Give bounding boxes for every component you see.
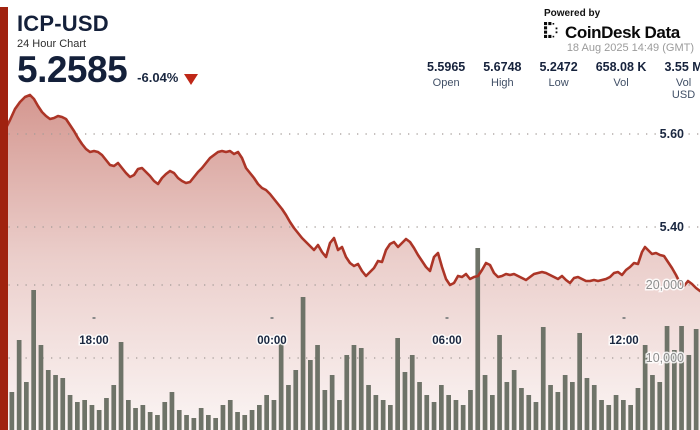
last-price: 5.2585 xyxy=(17,49,128,90)
stat-low-label: Low xyxy=(548,77,569,89)
stat-high: 5.6748 High xyxy=(474,60,530,101)
stat-vol-usd: 3.55 M Vol USD xyxy=(655,60,700,101)
ohlc-stats-row: 5.5965 Open 5.6748 High 5.2472 Low 658.0… xyxy=(418,60,700,101)
price-axis-tick: 5.40 xyxy=(660,220,684,234)
chart-header: ICP-USD 24 Hour Chart xyxy=(17,11,109,51)
branding-block: Powered by CoinDesk Data xyxy=(544,8,692,44)
time-axis-tick: 00:00 xyxy=(257,335,286,347)
chart-timestamp: 18 Aug 2025 14:49 (GMT) xyxy=(566,42,694,54)
stat-vol-label: Vol xyxy=(613,77,629,89)
powered-by-label: Powered by xyxy=(544,8,601,19)
stat-open: 5.5965 Open xyxy=(418,60,474,101)
coindesk-logo-icon xyxy=(544,22,561,44)
stat-high-label: High xyxy=(491,77,514,89)
stat-open-value: 5.5965 xyxy=(427,60,466,74)
price-axis-tick: 5.60 xyxy=(660,127,684,141)
price-change-percent: -6.04% xyxy=(137,70,179,85)
stat-vol-usd-value: 3.55 M xyxy=(664,60,700,74)
left-accent-bar xyxy=(0,7,8,430)
pair-title: ICP-USD xyxy=(17,11,109,36)
volume-axis-tick: 20,000 xyxy=(646,278,684,292)
time-axis-tick: 12:00 xyxy=(609,335,638,347)
volume-axis-tick: 10,000 xyxy=(646,351,684,365)
price-down-arrow-icon xyxy=(184,74,199,85)
stat-low-value: 5.2472 xyxy=(539,60,578,74)
stat-open-label: Open xyxy=(432,77,460,89)
volume-bars xyxy=(2,248,699,430)
time-axis-tick: 06:00 xyxy=(432,335,461,347)
time-tick-marks xyxy=(92,317,626,319)
coindesk-link[interactable]: CoinDesk Data xyxy=(544,22,692,44)
stat-low: 5.2472 Low xyxy=(530,60,586,101)
price-line xyxy=(0,93,700,293)
stat-high-value: 5.6748 xyxy=(483,60,522,74)
stat-vol: 658.08 K Vol xyxy=(587,60,656,101)
time-axis-tick: 18:00 xyxy=(79,335,108,347)
coindesk-brand-text: CoinDesk Data xyxy=(565,23,680,42)
price-row: 5.2585 -6.04% xyxy=(17,49,199,90)
price-area-fill xyxy=(0,95,700,430)
stat-vol-usd-label: Vol USD xyxy=(671,77,696,101)
chart-subtitle: 24 Hour Chart xyxy=(17,38,87,51)
stat-vol-value: 658.08 K xyxy=(595,60,647,74)
